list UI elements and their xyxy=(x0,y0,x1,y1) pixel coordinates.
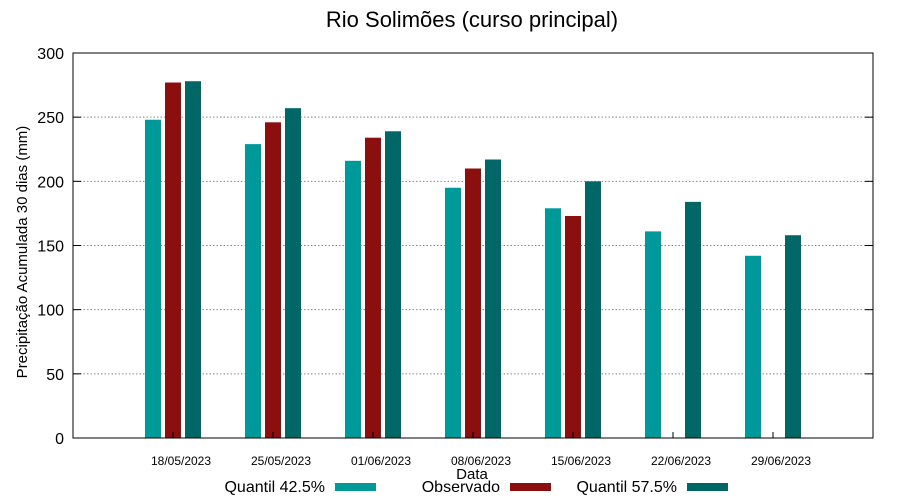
bar xyxy=(565,215,581,438)
x-axis-label: Data xyxy=(456,466,488,483)
bar xyxy=(465,168,481,438)
legend-swatch xyxy=(510,483,551,491)
y-tick-label: 0 xyxy=(55,431,64,448)
bar xyxy=(785,235,801,438)
bars xyxy=(145,81,801,439)
legend: Quantil 42.5% Observado Quantil 57.5% xyxy=(224,479,728,496)
bar xyxy=(185,81,201,438)
x-tick-label: 22/06/2023 xyxy=(651,454,711,468)
bar xyxy=(385,131,401,439)
y-axis-label: Precipitação Acumulada 30 dias (mm) xyxy=(14,126,31,379)
legend-swatch xyxy=(687,483,728,491)
x-tick-label: 08/06/2023 xyxy=(451,454,511,468)
bar xyxy=(245,144,261,438)
x-tick-label: 18/05/2023 xyxy=(151,454,211,468)
x-tick-label: 29/06/2023 xyxy=(751,454,811,468)
chart-title: Rio Solimões (curso principal) xyxy=(326,7,618,32)
y-tick-label: 250 xyxy=(37,110,64,127)
y-tick-label: 100 xyxy=(37,303,64,320)
bar xyxy=(685,201,701,438)
x-tick-label: 15/06/2023 xyxy=(551,454,611,468)
y-tick-label: 200 xyxy=(37,174,64,191)
bar xyxy=(445,187,461,438)
x-tick-label: 25/05/2023 xyxy=(251,454,311,468)
bar xyxy=(265,122,281,439)
y-tick-label: 300 xyxy=(37,46,64,63)
bar xyxy=(145,119,161,438)
bar xyxy=(485,159,501,438)
bar xyxy=(285,108,301,438)
y-tick-label: 150 xyxy=(37,239,64,256)
legend-label: Quantil 57.5% xyxy=(576,479,677,496)
bar xyxy=(545,208,561,438)
x-tick-label: 01/06/2023 xyxy=(351,454,411,468)
bar xyxy=(645,231,661,438)
legend-label: Observado xyxy=(422,479,500,496)
bar xyxy=(345,160,361,439)
legend-swatch xyxy=(335,483,376,491)
bar xyxy=(585,181,601,439)
bar xyxy=(365,137,381,438)
legend-label: Quantil 42.5% xyxy=(224,479,325,496)
bar xyxy=(165,82,181,439)
y-axis-ticks: 0 50 100 150 200 250 300 xyxy=(37,46,873,448)
y-tick-label: 50 xyxy=(46,367,64,384)
x-axis-ticks: 18/05/2023 25/05/2023 01/06/2023 08/06/2023… xyxy=(151,432,811,468)
bar xyxy=(745,255,761,438)
